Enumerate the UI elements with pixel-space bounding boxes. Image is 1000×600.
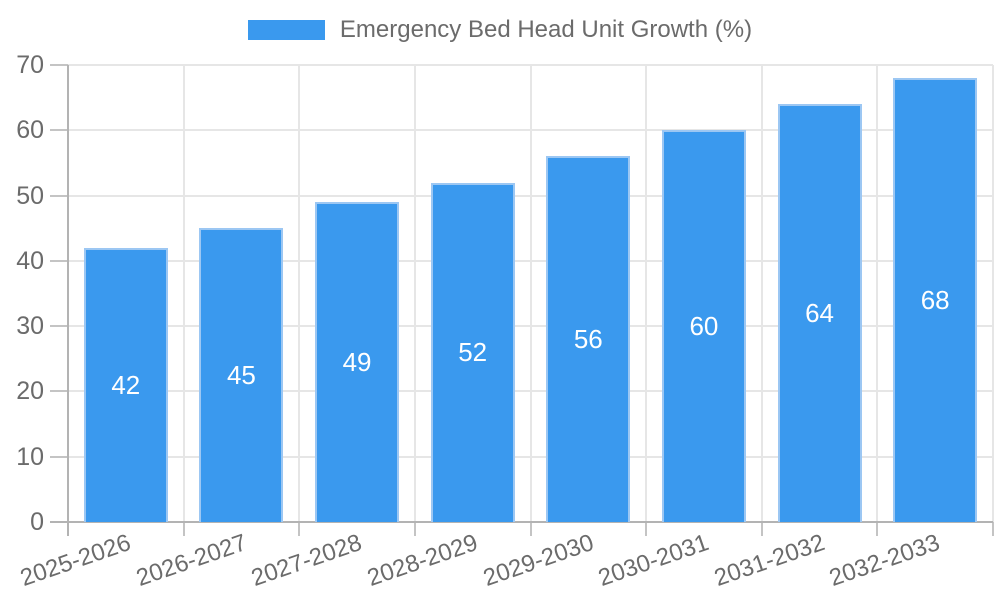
bar-2027-2028[interactable] [315,202,400,522]
bar-value-label: 64 [805,298,835,329]
bar-value-label: 45 [226,360,256,391]
y-tick-label: 0 [30,508,44,536]
bar-value-label: 56 [573,324,603,355]
y-tick-mark [50,455,68,458]
bar-2029-2030[interactable] [546,156,631,522]
y-tick-mark [50,390,68,393]
x-tick-mark [413,522,416,536]
bar-value-label: 68 [920,285,950,316]
bar-2025-2026[interactable] [83,247,168,522]
legend-label: Emergency Bed Head Unit Growth (%) [339,16,753,43]
x-tick-label: 2025-2026 [16,529,135,592]
x-tick-label: 2032-2033 [826,529,944,592]
bar-2031-2032[interactable] [777,104,862,522]
bar-value-label: 52 [458,337,488,368]
bar-2032-2033[interactable] [893,78,978,522]
y-tick-mark [50,194,68,197]
x-tick-mark [760,522,763,536]
bar-2026-2027[interactable] [199,228,284,522]
x-gridline [645,65,648,522]
bar-value-label: 42 [111,369,141,400]
x-tick-mark [645,522,648,536]
x-tick-mark [298,522,301,536]
x-tick-label: 2028-2029 [363,529,482,592]
x-tick-mark [529,522,532,536]
x-tick-mark [992,522,994,536]
x-gridline [298,65,301,522]
bar-2028-2029[interactable] [430,182,515,522]
x-tick-label: 2031-2032 [710,529,829,592]
y-tick-label: 50 [16,181,44,210]
y-tick-mark [50,325,68,328]
x-tick-label: 2030-2031 [595,529,713,592]
y-tick-label: 40 [16,246,44,275]
x-gridline [182,65,185,522]
y-tick-label: 70 [16,51,44,79]
y-tick-label: 20 [16,377,44,406]
y-tick-mark [50,259,68,262]
x-tick-mark [876,522,879,536]
x-gridline [876,65,879,522]
x-tick-label: 2029-2030 [479,529,597,592]
x-tick-mark [182,522,185,536]
y-tick-mark [50,129,68,132]
bar-2030-2031[interactable] [661,130,746,522]
y-tick-label: 60 [16,116,44,145]
x-gridline [992,65,994,522]
x-gridline [760,65,763,522]
y-tick-label: 30 [16,312,44,341]
x-gridline [529,65,532,522]
y-tick-label: 10 [16,442,44,471]
x-tick-label: 2027-2028 [248,529,366,592]
x-gridline [413,65,416,522]
y-tick-mark [50,64,68,66]
x-axis-line [50,521,993,523]
y-axis-line [67,65,69,536]
chart-legend-item[interactable]: Emergency Bed Head Unit Growth (%) [0,16,1000,44]
bar-value-label: 49 [342,347,372,378]
legend-swatch [247,20,325,40]
x-tick-label: 2026-2027 [132,529,250,592]
bar-value-label: 60 [689,311,719,342]
